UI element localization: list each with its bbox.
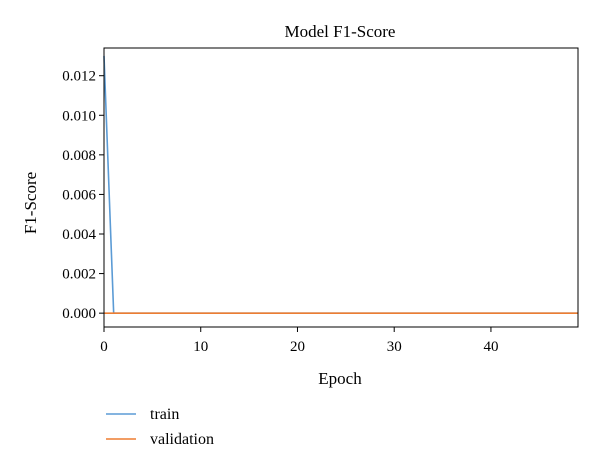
- y-tick-label: 0.000: [62, 306, 96, 322]
- x-tick-label: 0: [100, 339, 108, 355]
- series-layer: [103, 55, 578, 314]
- x-axis-ticks: 0 10 20 30 40: [100, 327, 498, 355]
- y-tick-label: 0.006: [62, 187, 96, 203]
- legend: train validation: [106, 406, 214, 448]
- x-axis-label: Epoch: [318, 369, 362, 388]
- x-tick-label: 10: [193, 339, 208, 355]
- legend-label-train: train: [150, 406, 179, 423]
- y-tick-label: 0.004: [62, 227, 96, 243]
- x-tick-label: 30: [387, 339, 402, 355]
- series-line-train: [103, 55, 578, 314]
- y-axis-ticks: 0.000 0.002 0.004 0.006 0.008 0.010 0.012: [62, 69, 104, 322]
- chart-title: Model F1-Score: [285, 22, 396, 41]
- y-tick-label: 0.012: [62, 69, 96, 85]
- plot-frame: [103, 47, 579, 328]
- y-axis-label: F1-Score: [21, 172, 40, 234]
- legend-label-validation: validation: [150, 431, 214, 448]
- y-tick-label: 0.002: [62, 267, 96, 283]
- x-tick-label: 40: [483, 339, 498, 355]
- y-tick-label: 0.008: [62, 148, 96, 164]
- x-tick-label: 20: [290, 339, 305, 355]
- y-tick-label: 0.010: [62, 108, 96, 124]
